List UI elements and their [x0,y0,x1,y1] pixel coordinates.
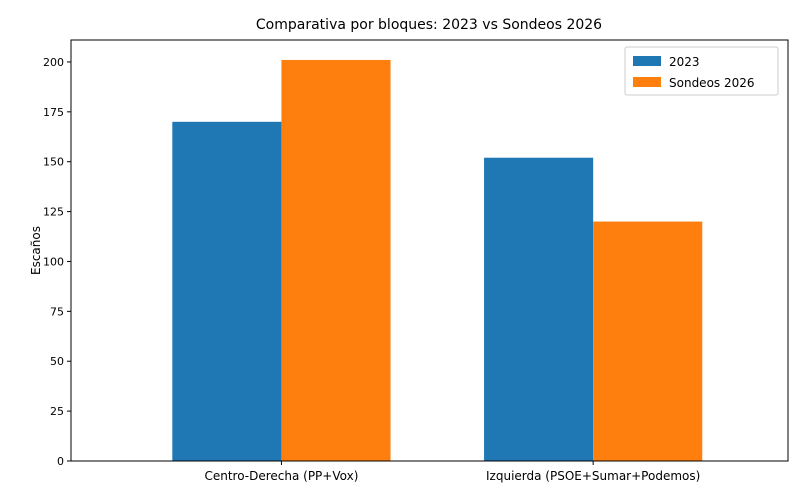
y-tick-label: 0 [57,455,64,468]
bar-0-0 [172,121,282,461]
bars-group [172,59,703,461]
y-axis-label: Escaños [29,226,43,275]
y-tick-label: 175 [43,106,64,119]
plot-frame [70,39,789,462]
y-axis-ticks: 0 25 50 75 100 125 150 175 200 [43,56,71,468]
legend-label-0: 2023 [669,55,700,69]
legend-label-1: Sondeos 2026 [669,76,755,90]
legend-swatch-0 [633,56,661,66]
legend: 2023 Sondeos 2026 [624,46,779,96]
bar-1-1 [593,221,703,461]
y-tick-label: 150 [43,156,64,169]
chart-title: Comparativa por bloques: 2023 vs Sondeos… [256,17,602,33]
x-tick-label: Centro-Derecha (PP+Vox) [204,469,358,483]
y-tick-label: 125 [43,206,64,219]
y-tick-label: 25 [50,405,64,418]
y-tick-label: 200 [43,56,64,69]
y-tick-label: 50 [50,355,64,368]
bar-1-0 [281,59,391,461]
x-tick-label: Izquierda (PSOE+Sumar+Podemos) [486,469,700,483]
bar-0-1 [484,157,594,461]
legend-box [624,46,779,96]
legend-swatch-1 [633,77,661,87]
y-tick-label: 75 [50,305,64,318]
y-tick-label: 100 [43,255,64,268]
x-axis-ticks: Centro-Derecha (PP+Vox) Izquierda (PSOE+S… [204,461,700,483]
